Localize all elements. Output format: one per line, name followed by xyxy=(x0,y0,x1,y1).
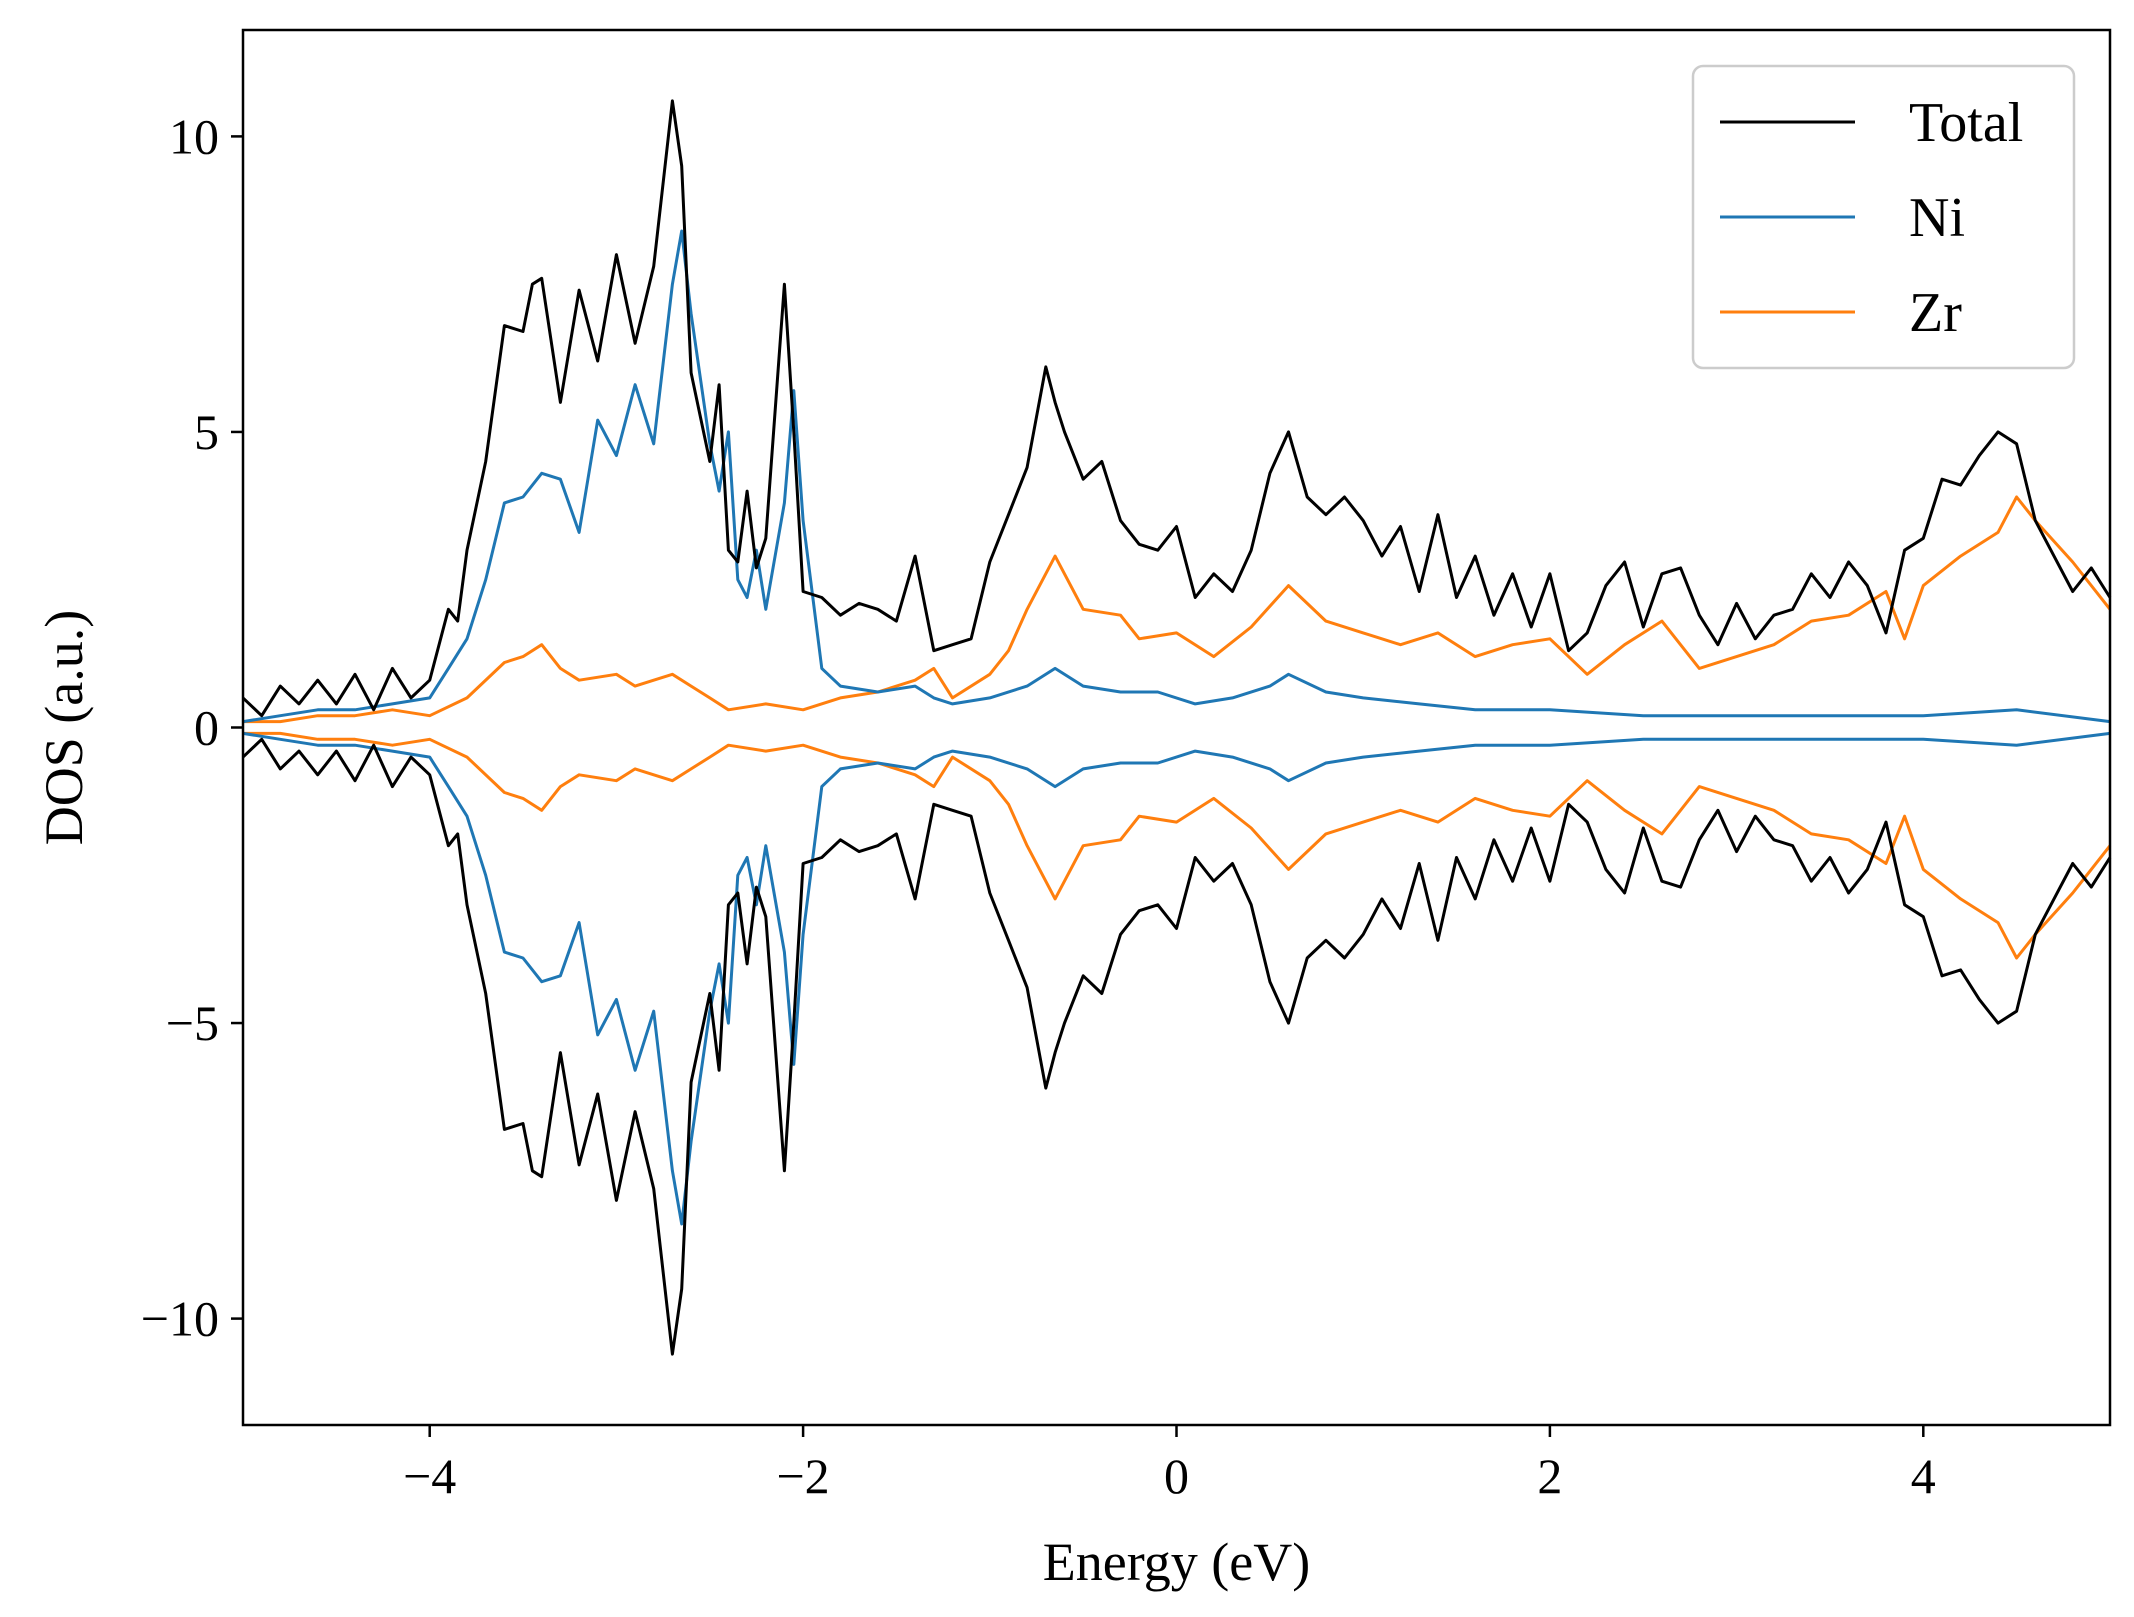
y-tick-label: 5 xyxy=(194,404,219,460)
y-axis: −10 −5 0 5 10 xyxy=(141,108,243,1347)
series-total-up-line xyxy=(241,99,2112,718)
y-tick-label: −10 xyxy=(141,1291,219,1347)
series-zr-down-line xyxy=(243,731,2112,960)
y-tick-label: −5 xyxy=(166,995,219,1051)
legend: Total Ni Zr xyxy=(1691,64,2076,370)
series-ni-up-line xyxy=(242,229,2111,724)
x-tick-label: −4 xyxy=(403,1448,456,1504)
series-lines xyxy=(241,99,2112,1356)
y-axis-label: DOS (a.u.) xyxy=(34,610,94,845)
x-axis-label: Energy (eV) xyxy=(1043,1532,1310,1592)
x-axis: −4 −2 0 2 4 xyxy=(403,1425,1936,1504)
legend-box xyxy=(1691,64,2076,370)
legend-total-label: Total xyxy=(1909,92,2023,154)
series-zr-up-line xyxy=(243,495,2112,724)
x-tick-label: 2 xyxy=(1537,1448,1562,1504)
y-tick-label: 10 xyxy=(169,108,219,164)
y-tick-label: 0 xyxy=(194,700,219,756)
x-tick-label: 4 xyxy=(1911,1448,1936,1504)
series-total-down-line xyxy=(241,737,2112,1356)
series-ni-down-line xyxy=(242,731,2111,1226)
x-tick-label: −2 xyxy=(776,1448,829,1504)
x-tick-label: 0 xyxy=(1164,1448,1189,1504)
legend-zr-label: Zr xyxy=(1909,282,1962,344)
legend-ni-label: Ni xyxy=(1909,187,1965,249)
